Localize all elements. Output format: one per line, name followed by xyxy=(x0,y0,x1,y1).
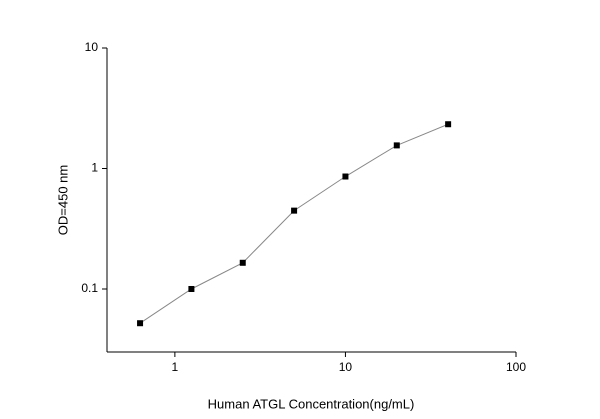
data-point xyxy=(188,285,195,292)
data-point xyxy=(342,173,349,180)
data-point xyxy=(137,320,144,327)
y-tick-label: 1 xyxy=(91,161,98,175)
x-tick-label: 10 xyxy=(339,360,353,374)
series-line xyxy=(139,123,449,324)
data-point xyxy=(393,142,400,149)
data-point xyxy=(239,259,246,266)
x-axis-title: Human ATGL Concentration(ng/mL) xyxy=(208,396,415,411)
data-point xyxy=(445,121,452,128)
x-tick-label: 100 xyxy=(506,360,526,374)
data-point xyxy=(291,207,298,214)
y-tick-label: 0.1 xyxy=(81,281,98,295)
x-tick-label: 1 xyxy=(172,360,179,374)
y-tick-label: 10 xyxy=(85,40,99,54)
y-axis-title: OD=450 nm xyxy=(55,165,70,235)
